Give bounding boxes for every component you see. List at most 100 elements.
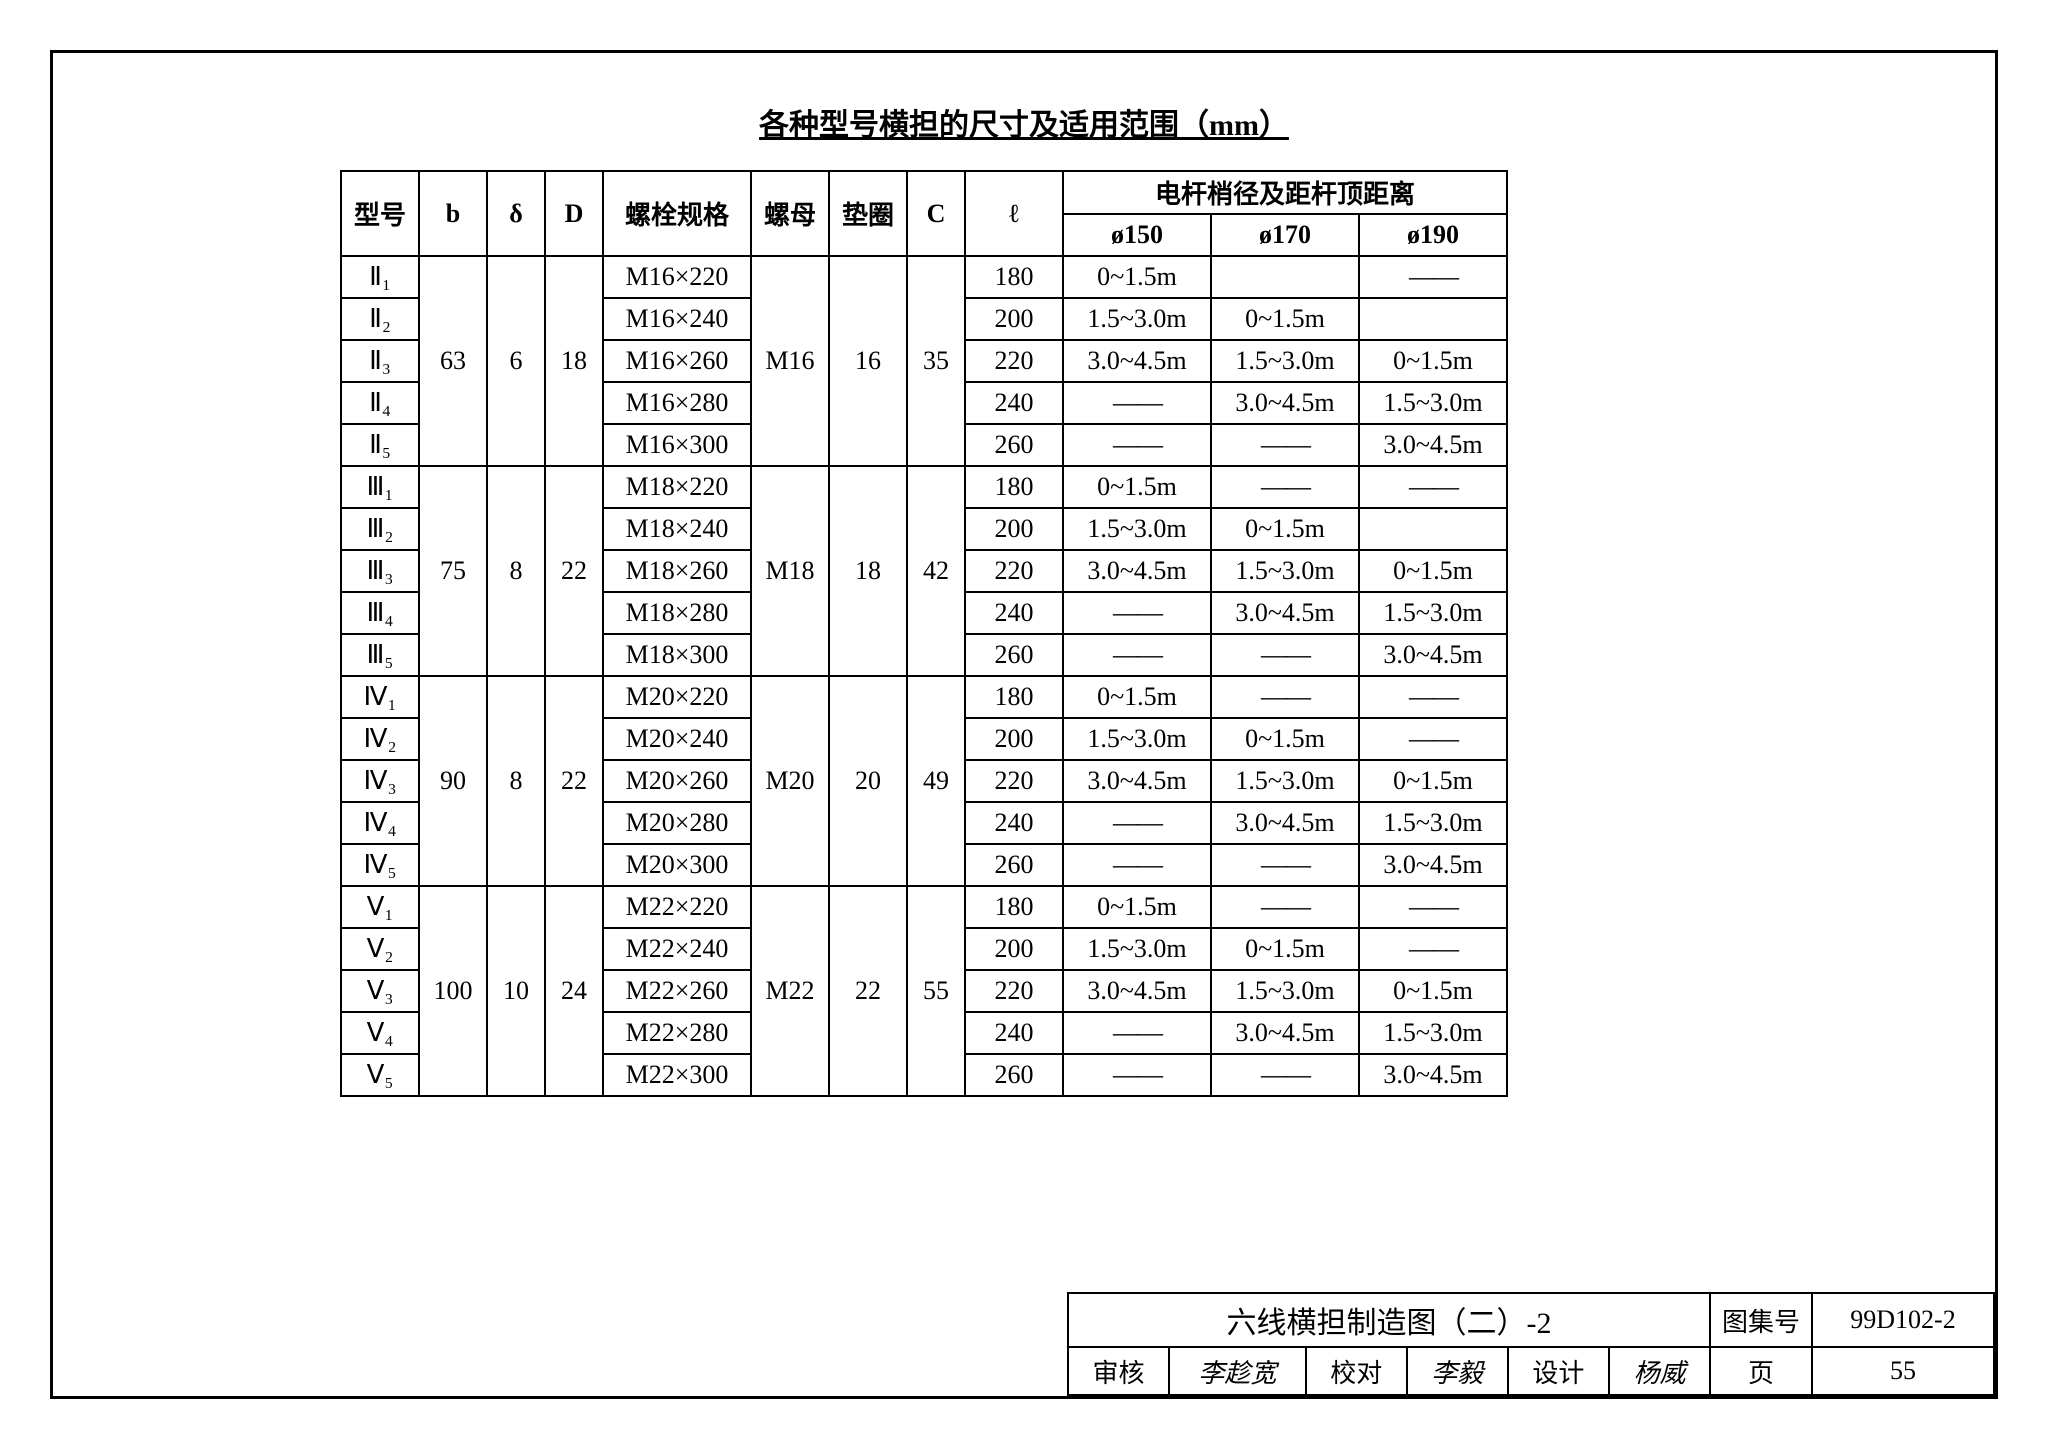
cell-l: 180 <box>965 256 1063 298</box>
cell-d190: —— <box>1359 718 1507 760</box>
cell-model: Ⅴ₅ <box>341 1054 419 1096</box>
hdr-pole: 电杆梢径及距杆顶距离 <box>1063 171 1507 214</box>
cell-d170 <box>1211 256 1359 298</box>
cell-delta: 8 <box>487 676 545 886</box>
cell-bolt: M18×300 <box>603 634 751 676</box>
cell-d170: —— <box>1211 424 1359 466</box>
cell-d190: 0~1.5m <box>1359 970 1507 1012</box>
cell-D: 24 <box>545 886 603 1096</box>
cell-bolt: M18×240 <box>603 508 751 550</box>
cell-d170: —— <box>1211 466 1359 508</box>
cell-washer: 18 <box>829 466 907 676</box>
table-title: 各种型号横担的尺寸及适用范围（mm） <box>0 100 2048 144</box>
cell-d190: —— <box>1359 676 1507 718</box>
cell-d150: —— <box>1063 382 1211 424</box>
cell-bolt: M20×260 <box>603 760 751 802</box>
hdr-model: 型号 <box>341 171 419 256</box>
cell-d170: 0~1.5m <box>1211 508 1359 550</box>
cell-d190: —— <box>1359 928 1507 970</box>
cell-bolt: M16×220 <box>603 256 751 298</box>
cell-d170: 1.5~3.0m <box>1211 340 1359 382</box>
cell-bolt: M22×260 <box>603 970 751 1012</box>
page-label: 页 <box>1710 1347 1812 1395</box>
cell-d190: —— <box>1359 466 1507 508</box>
hdr-d190: ø190 <box>1359 214 1507 256</box>
table-row: Ⅴ₁1001024M22×220M2222551800~1.5m———— <box>341 886 1507 928</box>
cell-l: 260 <box>965 634 1063 676</box>
cell-d150: 1.5~3.0m <box>1063 508 1211 550</box>
cell-bolt: M16×260 <box>603 340 751 382</box>
cell-nut: M16 <box>751 256 829 466</box>
cell-bolt: M16×300 <box>603 424 751 466</box>
spec-table: 型号 b δ D 螺栓规格 螺母 垫圈 C ℓ 电杆梢径及距杆顶距离 ø150 … <box>340 170 1508 1097</box>
cell-model: Ⅱ₅ <box>341 424 419 466</box>
cell-d190: —— <box>1359 886 1507 928</box>
cell-model: Ⅳ₅ <box>341 844 419 886</box>
cell-model: Ⅲ₃ <box>341 550 419 592</box>
cell-d150: —— <box>1063 802 1211 844</box>
cell-model: Ⅳ₂ <box>341 718 419 760</box>
cell-bolt: M22×300 <box>603 1054 751 1096</box>
cell-model: Ⅴ₄ <box>341 1012 419 1054</box>
cell-D: 22 <box>545 466 603 676</box>
review-label: 审核 <box>1068 1347 1169 1395</box>
cell-l: 220 <box>965 970 1063 1012</box>
cell-delta: 8 <box>487 466 545 676</box>
cell-d150: 3.0~4.5m <box>1063 340 1211 382</box>
design-name: 杨威 <box>1609 1347 1710 1395</box>
cell-d150: 3.0~4.5m <box>1063 760 1211 802</box>
cell-l: 220 <box>965 760 1063 802</box>
cell-d150: 1.5~3.0m <box>1063 928 1211 970</box>
cell-model: Ⅲ₅ <box>341 634 419 676</box>
hdr-d170: ø170 <box>1211 214 1359 256</box>
cell-model: Ⅱ₄ <box>341 382 419 424</box>
cell-d170: —— <box>1211 634 1359 676</box>
cell-d150: —— <box>1063 592 1211 634</box>
cell-model: Ⅴ₁ <box>341 886 419 928</box>
cell-l: 240 <box>965 1012 1063 1054</box>
cell-nut: M18 <box>751 466 829 676</box>
cell-washer: 16 <box>829 256 907 466</box>
cell-d170: 3.0~4.5m <box>1211 802 1359 844</box>
cell-model: Ⅳ₁ <box>341 676 419 718</box>
cell-d190: 1.5~3.0m <box>1359 1012 1507 1054</box>
cell-b: 100 <box>419 886 487 1096</box>
hdr-b: b <box>419 171 487 256</box>
cell-model: Ⅳ₃ <box>341 760 419 802</box>
cell-model: Ⅱ₂ <box>341 298 419 340</box>
cell-l: 260 <box>965 844 1063 886</box>
cell-d150: 0~1.5m <box>1063 676 1211 718</box>
cell-d170: —— <box>1211 1054 1359 1096</box>
cell-D: 18 <box>545 256 603 466</box>
drawing-name: 六线横担制造图（二）-2 <box>1068 1293 1710 1347</box>
cell-d150: —— <box>1063 1054 1211 1096</box>
cell-l: 180 <box>965 886 1063 928</box>
cell-C: 49 <box>907 676 965 886</box>
cell-b: 90 <box>419 676 487 886</box>
cell-C: 42 <box>907 466 965 676</box>
cell-d170: —— <box>1211 886 1359 928</box>
cell-l: 200 <box>965 508 1063 550</box>
cell-l: 240 <box>965 592 1063 634</box>
cell-model: Ⅴ₃ <box>341 970 419 1012</box>
design-label: 设计 <box>1508 1347 1609 1395</box>
cell-l: 200 <box>965 928 1063 970</box>
cell-bolt: M20×220 <box>603 676 751 718</box>
cell-d190: 3.0~4.5m <box>1359 634 1507 676</box>
cell-d190: 1.5~3.0m <box>1359 382 1507 424</box>
hdr-washer: 垫圈 <box>829 171 907 256</box>
cell-d150: 3.0~4.5m <box>1063 550 1211 592</box>
cell-nut: M20 <box>751 676 829 886</box>
cell-d190: 3.0~4.5m <box>1359 844 1507 886</box>
cell-d170: —— <box>1211 676 1359 718</box>
cell-d190 <box>1359 298 1507 340</box>
cell-washer: 22 <box>829 886 907 1096</box>
review-name: 李趁宽 <box>1169 1347 1306 1395</box>
cell-d190 <box>1359 508 1507 550</box>
cell-d190: 1.5~3.0m <box>1359 592 1507 634</box>
cell-model: Ⅲ₂ <box>341 508 419 550</box>
series-no: 99D102-2 <box>1812 1293 1994 1347</box>
cell-D: 22 <box>545 676 603 886</box>
page-no: 55 <box>1812 1347 1994 1395</box>
cell-d150: —— <box>1063 634 1211 676</box>
